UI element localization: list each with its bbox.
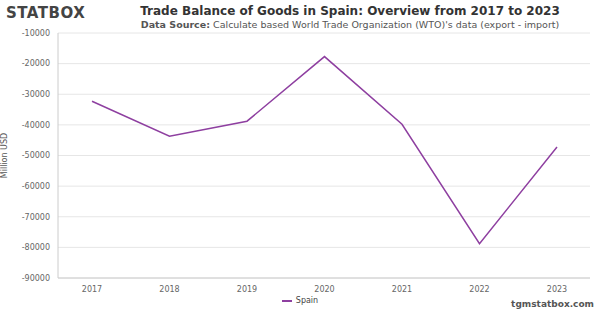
svg-text:-40000: -40000 [22, 121, 50, 130]
html-text:Trade Balance of Goods in Spai: Trade Balance of Goods in Spain: Overvie… [140, 4, 560, 18]
svg-text:-70000: -70000 [22, 213, 50, 222]
svg-text:2018: 2018 [159, 285, 179, 294]
svg-text:-20000: -20000 [22, 59, 50, 68]
html-text:Spain: Spain [295, 296, 319, 305]
svg-text:-60000: -60000 [22, 182, 50, 191]
html-text:Data Source: Calculate based W: Data Source: Calculate based World Trade… [140, 19, 560, 30]
html-text:tgmstatbox.com: tgmstatbox.com [511, 299, 594, 309]
svg-text:Million USD: Million USD [8, 133, 9, 178]
svg-text:2023: 2023 [547, 285, 567, 294]
svg-text:-10000: -10000 [22, 29, 50, 38]
svg-text:2019: 2019 [237, 285, 257, 294]
svg-text:2020: 2020 [314, 285, 334, 294]
svg-text:-50000: -50000 [22, 151, 50, 160]
svg-text:2022: 2022 [469, 285, 489, 294]
svg-text:-90000: -90000 [22, 274, 50, 283]
html-text:STATBOX: STATBOX [6, 4, 86, 22]
svg-text:-30000: -30000 [22, 90, 50, 99]
svg-text:2021: 2021 [392, 285, 412, 294]
svg-text:-80000: -80000 [22, 243, 50, 252]
svg-text:2017: 2017 [82, 285, 102, 294]
